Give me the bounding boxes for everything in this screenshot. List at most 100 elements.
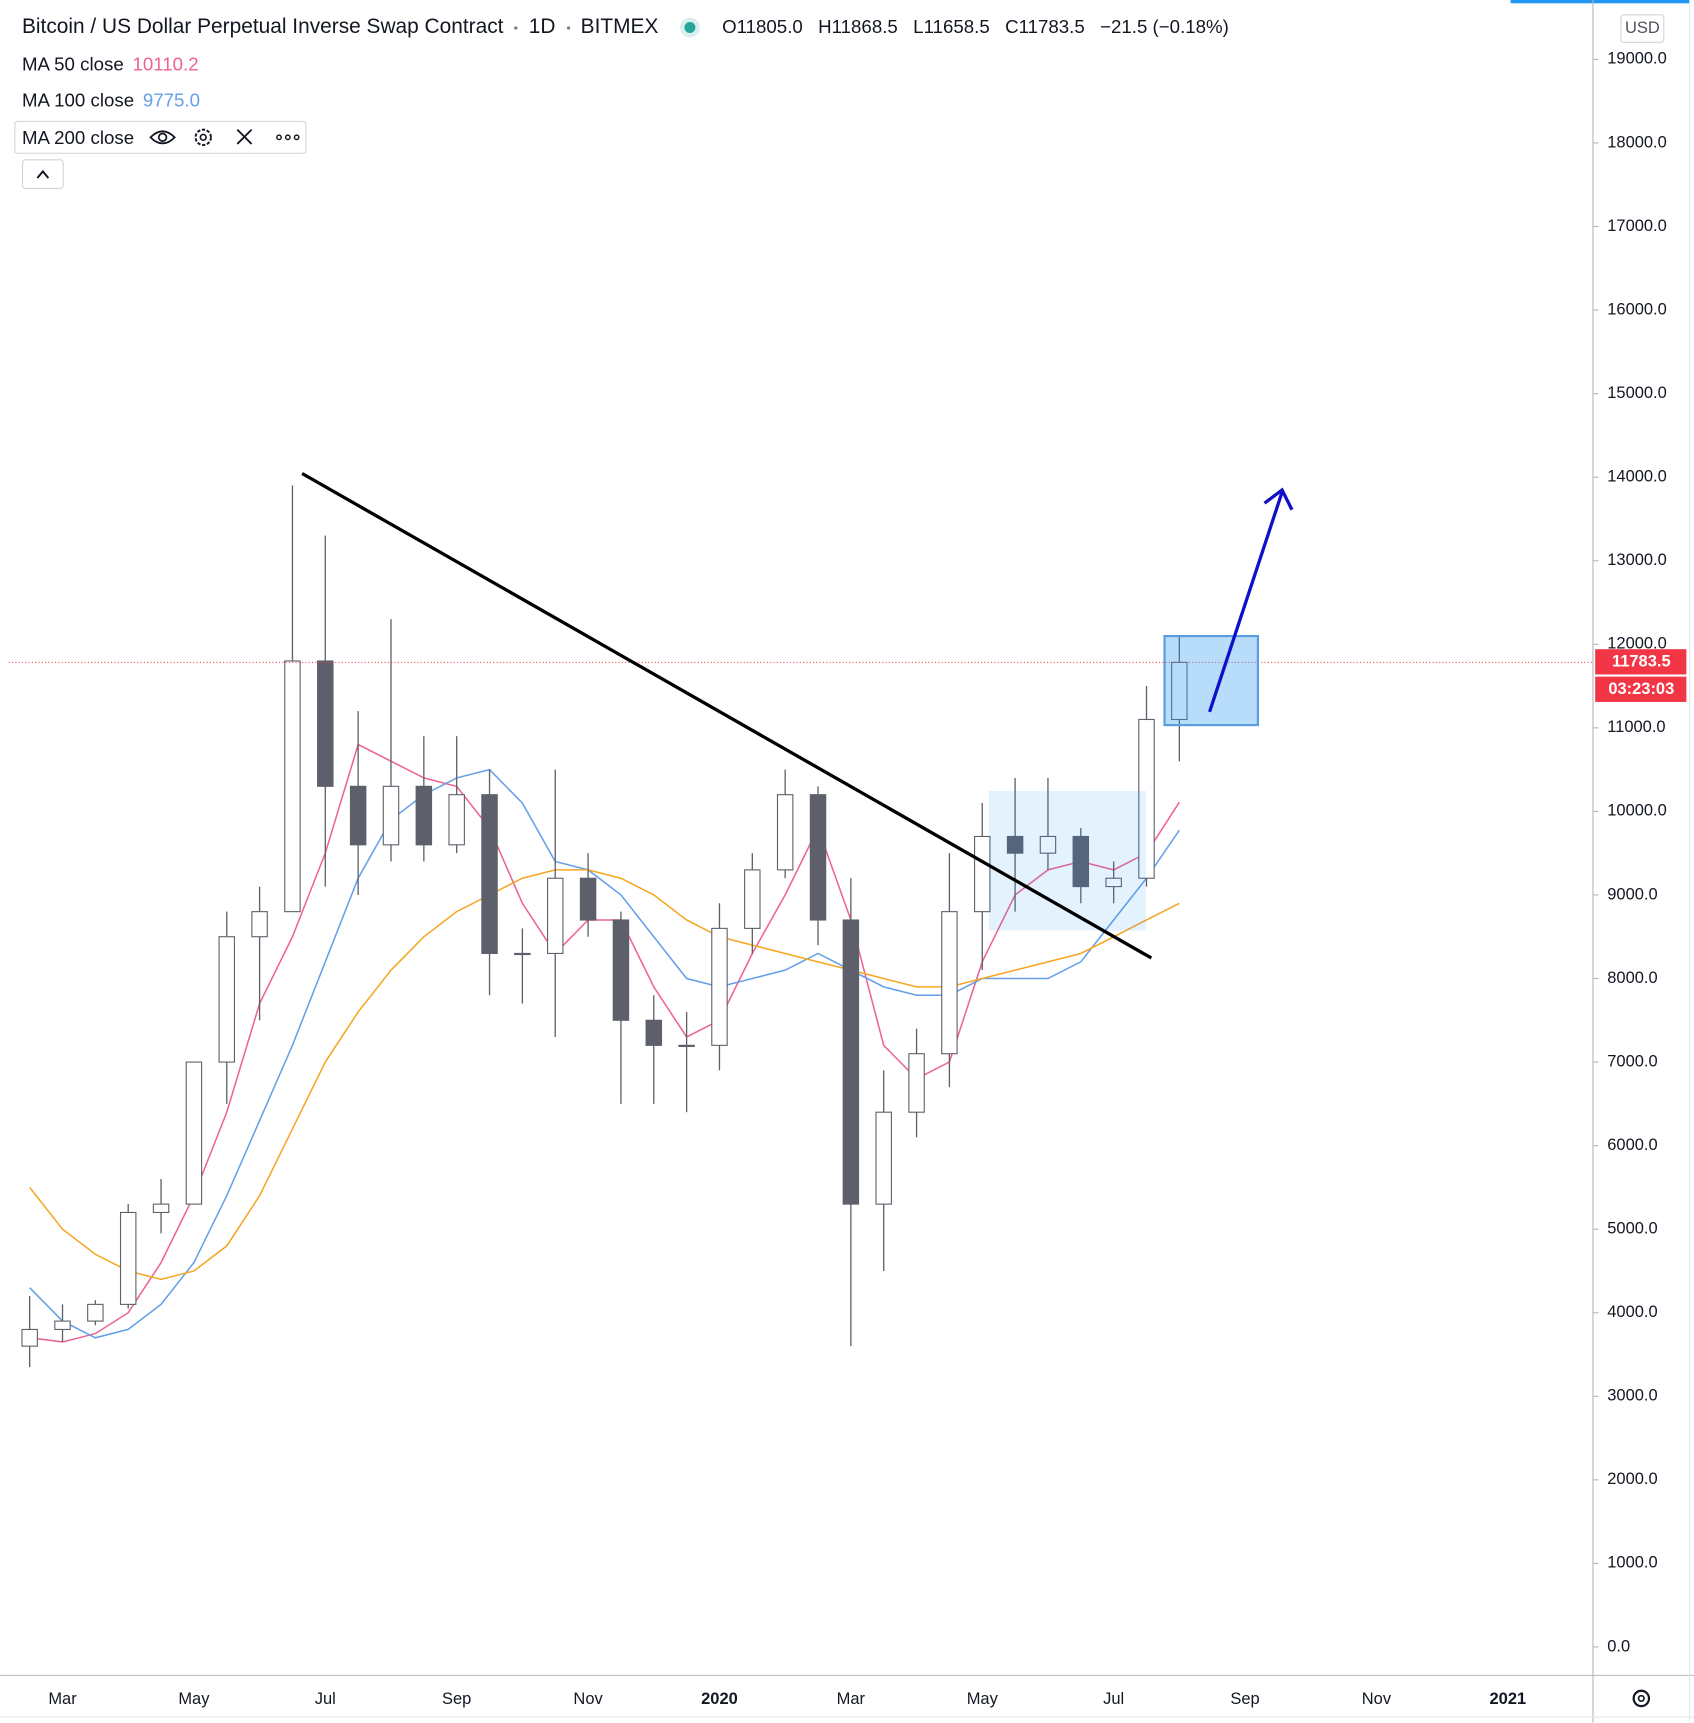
top-accent-bar <box>1510 0 1690 4</box>
y-tick-label: 2000.0 <box>1607 1470 1657 1488</box>
candle-body <box>974 835 991 913</box>
axes: 0.0 1000.0 2000.0 3000.0 4000.0 5000.0 6000.0 7… <box>48 50 1687 1708</box>
candle-body <box>1138 718 1155 879</box>
candle-body <box>612 919 630 1021</box>
eye-icon[interactable] <box>149 130 176 145</box>
ma-legend[interactable]: MA 200 close <box>22 127 134 149</box>
y-tick-label: 9000.0 <box>1607 885 1657 903</box>
gear-icon[interactable] <box>194 128 212 147</box>
candle-body <box>218 936 235 1063</box>
ma-legend-hovered[interactable]: MA 200 close <box>14 120 307 154</box>
y-tick-label: 7000.0 <box>1607 1052 1657 1070</box>
candle-body <box>645 1019 663 1046</box>
candle-body <box>481 794 498 954</box>
candle-body <box>185 1061 203 1205</box>
x-tick-label: May <box>967 1690 999 1708</box>
ohlc-value: 11658.5 <box>923 16 990 38</box>
change: −21.5 (−0.18%) <box>1100 16 1229 38</box>
y-tick-label: 11000.0 <box>1607 718 1665 736</box>
more-icon[interactable] <box>276 134 300 141</box>
ma-line <box>29 869 1180 1281</box>
y-tick-label: 14000.0 <box>1607 468 1667 486</box>
ohlc-close: C11783.5 <box>1005 16 1085 38</box>
gear-ring[interactable] <box>1632 1689 1651 1708</box>
candle-body <box>1039 835 1057 854</box>
y-tick-label: 17000.0 <box>1607 217 1667 235</box>
gear-center[interactable] <box>1637 1694 1645 1703</box>
candle-body <box>87 1303 104 1322</box>
x-tick-label: Jul <box>315 1690 336 1708</box>
ma-legend-icons <box>149 128 300 147</box>
ma-value: 10110.2 <box>132 53 199 75</box>
range-box <box>988 790 1146 931</box>
x-tick-label: 2020 <box>701 1690 738 1708</box>
y-tick-label: 6000.0 <box>1607 1136 1657 1154</box>
candle-body <box>744 869 761 929</box>
ma-line <box>29 743 1180 1343</box>
symbol-header: Bitcoin / US Dollar Perpetual Inverse Sw… <box>22 15 1238 39</box>
y-tick-label: 4000.0 <box>1607 1303 1657 1321</box>
plot-area <box>8 485 1593 1368</box>
symbol-title: Bitcoin / US Dollar Perpetual Inverse Sw… <box>21 15 504 39</box>
candle-body <box>284 660 301 913</box>
ohlc-value: 11783.5 <box>1018 16 1085 38</box>
y-tick-label: 3000.0 <box>1607 1387 1657 1405</box>
x-tick-label: Mar <box>837 1690 866 1708</box>
y-tick-label: 5000.0 <box>1607 1220 1657 1238</box>
ohlc-value: 11868.5 <box>831 16 898 38</box>
candle-body <box>152 1203 170 1214</box>
ohlc-key: C <box>1005 16 1019 38</box>
interval[interactable]: 1D <box>528 15 556 39</box>
candle-body <box>1006 835 1024 854</box>
x-tick-label: May <box>178 1690 210 1708</box>
candle-body <box>251 911 268 938</box>
candle-body <box>514 952 531 956</box>
candle-body <box>119 1211 137 1305</box>
user-drawings <box>301 472 1294 960</box>
exchange: BITMEX <box>580 15 659 39</box>
trend-line <box>301 472 1153 960</box>
collapse-button[interactable] <box>21 159 64 189</box>
y-tick-label: 16000.0 <box>1607 300 1667 318</box>
settings-icon[interactable] <box>1632 1689 1651 1708</box>
last-price-badge <box>1595 649 1687 675</box>
candle-body <box>776 794 794 871</box>
candle-body <box>382 785 400 846</box>
countdown-label: 03:23:03 <box>1608 680 1674 698</box>
ma-legend[interactable]: MA 100 close 9775.0 <box>22 90 200 112</box>
x-tick-label: Mar <box>48 1690 77 1708</box>
y-tick-label: 8000.0 <box>1607 969 1657 987</box>
projection-arrow <box>1207 491 1284 713</box>
ma-line <box>29 768 1180 1339</box>
x-tick-label: 2021 <box>1490 1690 1527 1708</box>
candle-body <box>546 877 564 954</box>
candle-body <box>21 1328 38 1347</box>
candle-body <box>54 1320 71 1330</box>
candle-body <box>941 911 958 1055</box>
ohlc-high: H11868.5 <box>818 16 898 38</box>
ohlc-key: O <box>722 16 737 38</box>
x-tick-label: Sep <box>442 1690 471 1708</box>
candle-body <box>908 1053 925 1113</box>
ma-legend[interactable]: MA 50 close 10110.2 <box>22 54 199 76</box>
ma-name: MA 50 close <box>21 53 124 75</box>
countdown-badge <box>1595 676 1687 702</box>
candle-body <box>317 660 334 787</box>
candle-body <box>1105 877 1122 888</box>
candle-body <box>809 794 827 921</box>
separator <box>514 25 518 30</box>
y-tick-label: 19000.0 <box>1607 50 1667 68</box>
candle-body <box>1072 835 1090 888</box>
y-tick-label: 15000.0 <box>1607 384 1667 402</box>
y-tick-label: 13000.0 <box>1607 551 1667 569</box>
close-icon[interactable] <box>236 128 253 145</box>
ohlc-low: L11658.5 <box>913 16 990 38</box>
y-tick-label: 0.0 <box>1607 1637 1630 1655</box>
chevron-up <box>36 169 50 179</box>
ohlc-key: L <box>913 16 924 38</box>
currency-button[interactable]: USD <box>1620 14 1665 43</box>
ma-name: MA 100 close <box>21 90 135 111</box>
